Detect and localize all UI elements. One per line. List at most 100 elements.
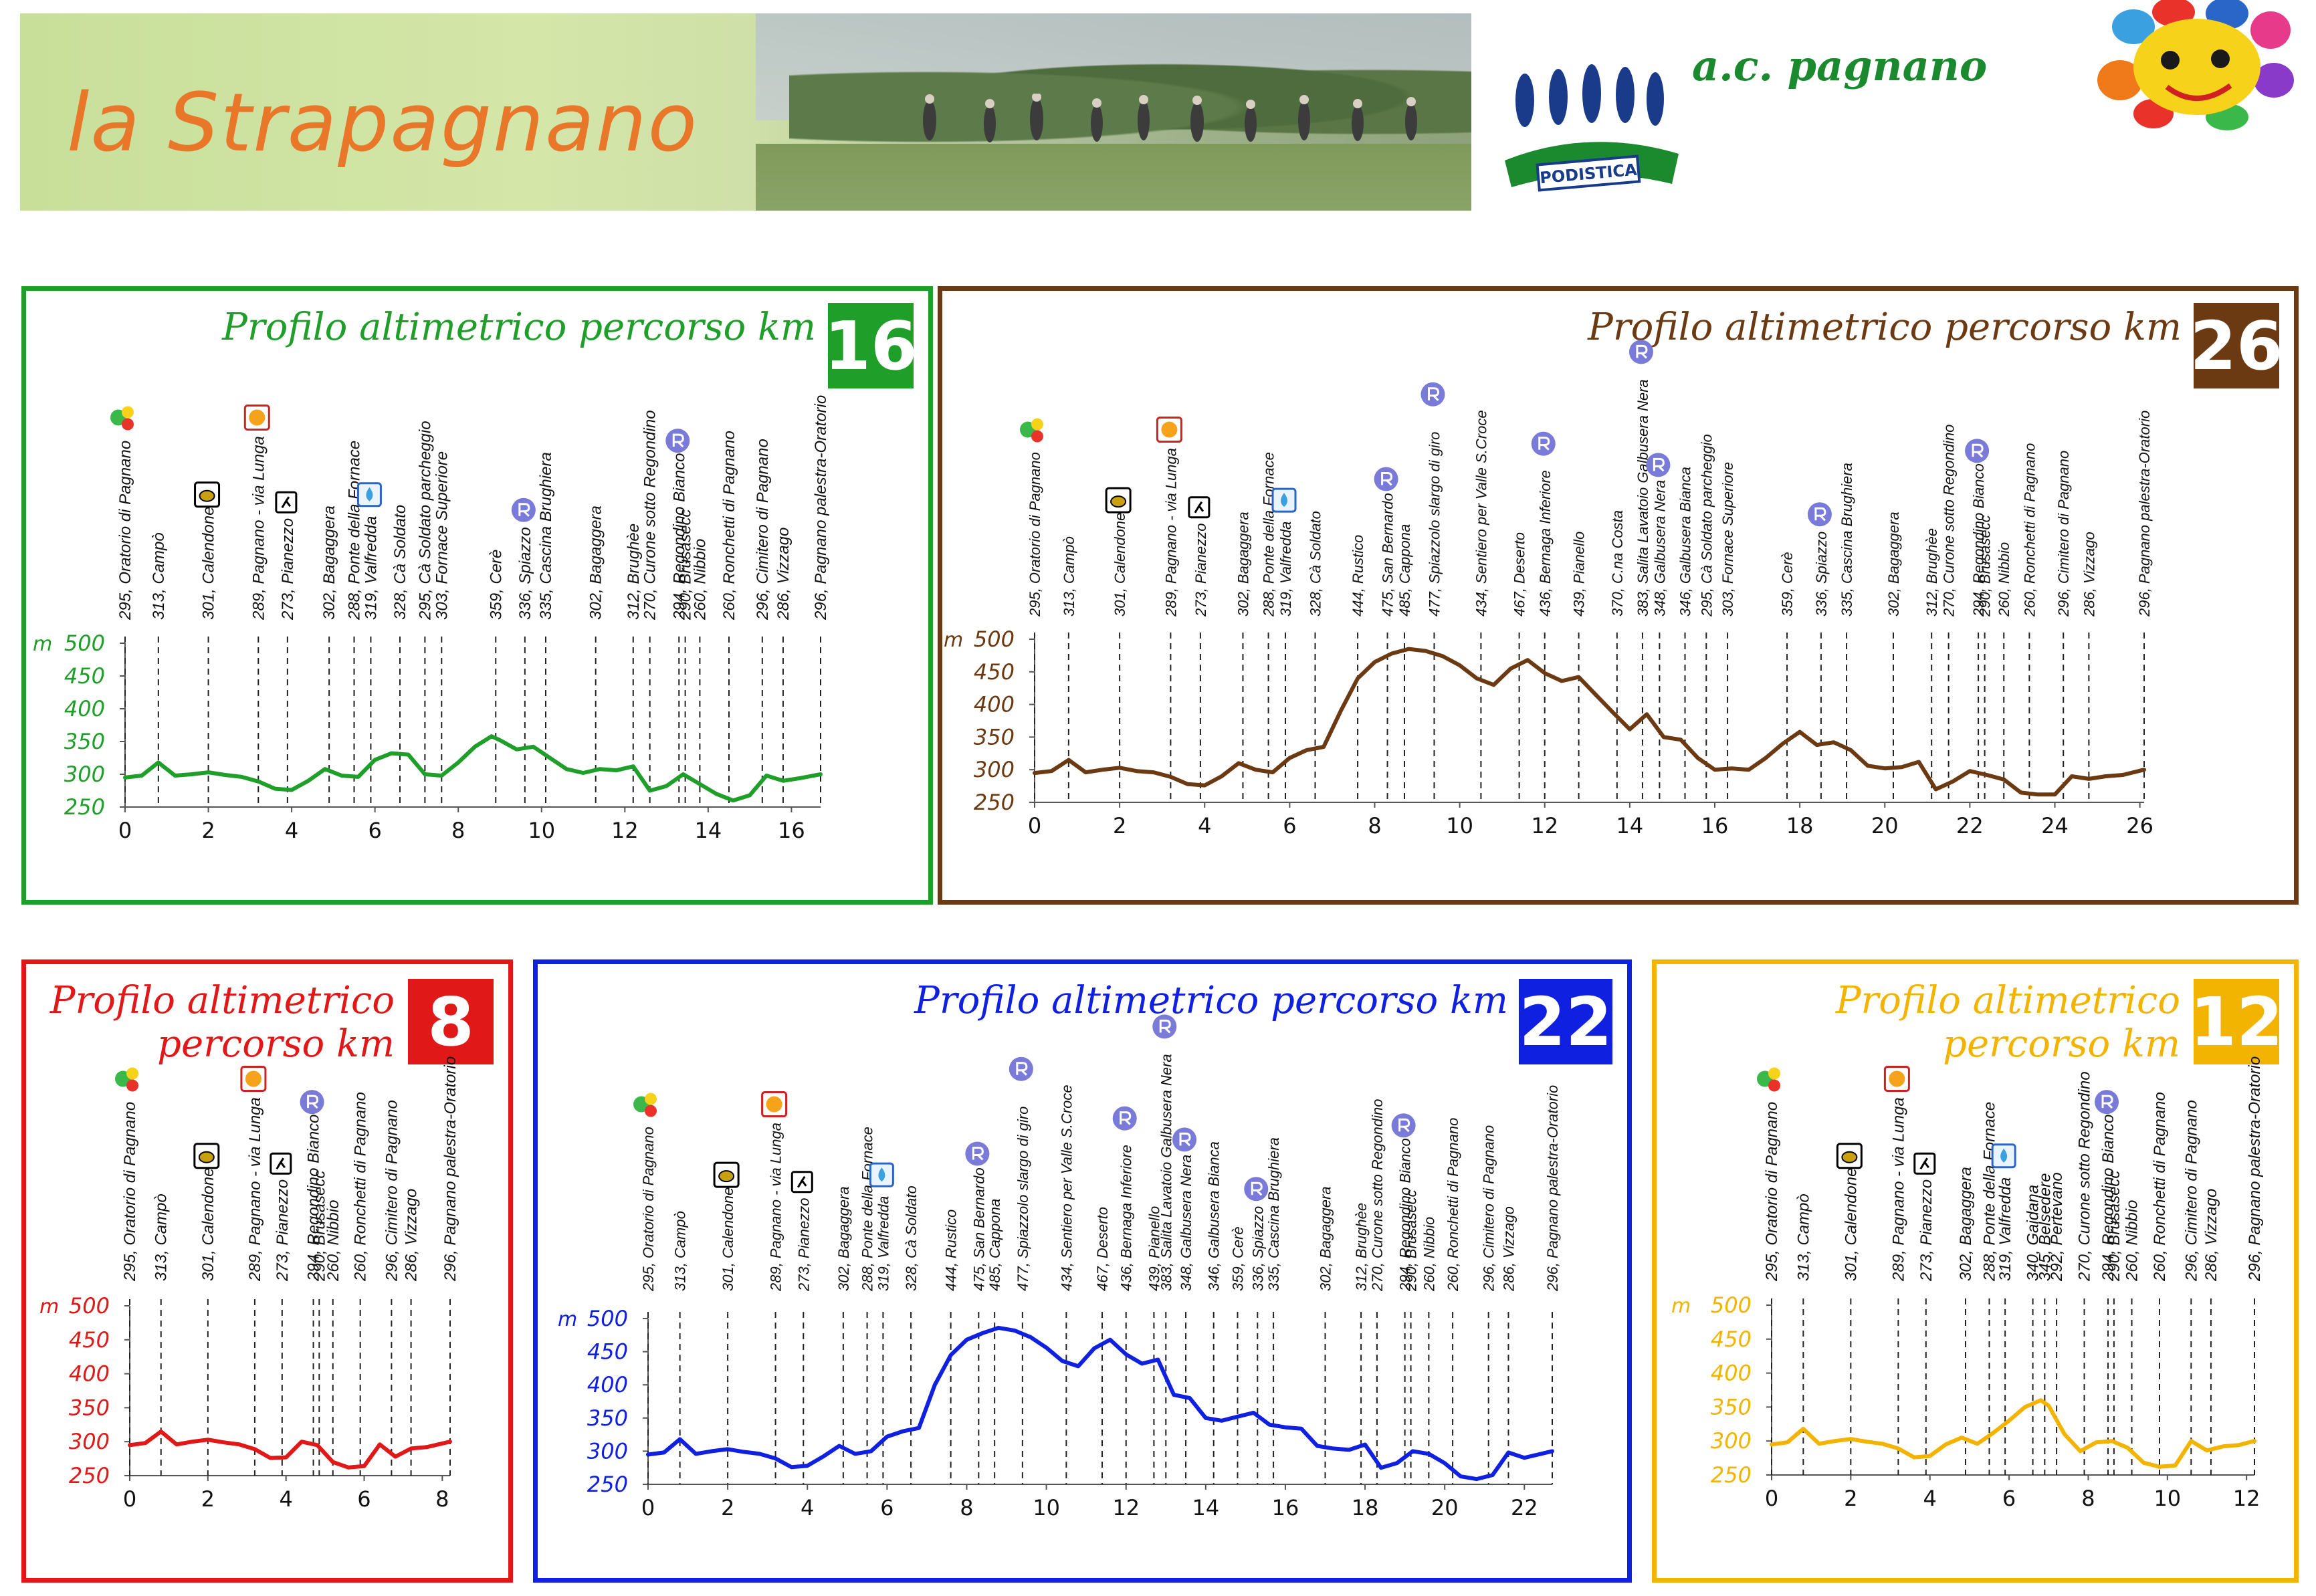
- waypoint-label: 434, Sentiero per Valle S.Croce: [1058, 1085, 1075, 1291]
- x-tick-label: 8: [1368, 813, 1381, 838]
- waypoint-label: 383, Salita Lavatoio Galbusera Nera: [1635, 379, 1651, 616]
- waypoint-label: 270, Curone sotto Regondino: [1941, 425, 1958, 617]
- refreshment-icon-letter: [1251, 1181, 1263, 1196]
- waypoint-label: 296, Cimitero di Pagnano: [2055, 451, 2072, 617]
- y-tick-label: 500: [974, 626, 1015, 652]
- elevation-series-line: [646, 1325, 1554, 1482]
- x-tick-label: 8: [451, 818, 465, 843]
- x-tick-label: 14: [1616, 813, 1644, 838]
- waypoint-label: 467, Deserto: [1511, 532, 1528, 616]
- chart-panel-8km: Profilo altimetrico percorso km 8 500 450…: [21, 959, 513, 1583]
- waypoint-label: 295, Cà Soldato parcheggio: [416, 421, 434, 620]
- waypoint-label: 444, Rustico: [1350, 535, 1366, 616]
- page-title: la Strapagnano: [67, 77, 699, 170]
- elevation-chart: 500 450 400 350 300 250 m 0 2 4 6 8 10 12 14 16 295, Ora…: [33, 395, 830, 843]
- x-tick-label: 22: [1956, 813, 1984, 838]
- y-tick-label: 400: [1711, 1361, 1752, 1386]
- x-tick-label: 12: [611, 818, 639, 843]
- y-axis-label: m: [558, 1308, 577, 1331]
- chart-title-line-1: Profilo altimetrico: [49, 979, 395, 1022]
- refreshment-icon-letter: [1398, 1118, 1410, 1133]
- waypoint-label: 260, Ronchetti di Pagnano: [720, 431, 738, 620]
- refreshment-icon: [1172, 1127, 1197, 1152]
- refreshment-icon-letter: [1179, 1132, 1191, 1147]
- waypoint-label: 383, Salita Lavatoio Galbusera Nera: [1158, 1054, 1174, 1291]
- x-tick-label: 22: [1511, 1495, 1538, 1520]
- refreshment-icon-letter: [2101, 1095, 2113, 1109]
- waypoint-label: 336, Spiazzo: [1813, 532, 1830, 616]
- x-tick-label: 18: [1352, 1495, 1379, 1520]
- chart-title: Profilo altimetrico percorso km: [1836, 979, 2180, 1066]
- waypoint-label: 302, Bagaggera: [1957, 1167, 1975, 1281]
- runner-icon-figure: [276, 1157, 286, 1170]
- x-tick-label: 16: [1701, 813, 1729, 838]
- start-logo-icon-part: [1031, 418, 1043, 431]
- waypoint-label: 260, Ronchetti di Pagnano: [1445, 1118, 1461, 1292]
- waypoint-label: 296, Cimitero di Pagnano: [2182, 1100, 2200, 1282]
- waypoint-label: 286, Vizzago: [403, 1189, 421, 1282]
- x-tick-label: 6: [357, 1486, 371, 1512]
- waypoint-label: 328, Cà Soldato: [903, 1185, 920, 1291]
- waypoint-label: 296, Pagnano palestra-Oratorio: [2246, 1056, 2264, 1282]
- x-tick-label: 26: [2126, 813, 2153, 838]
- start-logo-icon: [1020, 418, 1043, 443]
- x-tick-label: 12: [1112, 1495, 1140, 1520]
- waypoint-label: 288, Ponte della Fornace: [859, 1127, 876, 1292]
- bee-icon-body: [1110, 495, 1127, 508]
- x-tick-label: 10: [1033, 1495, 1060, 1520]
- waypoint-label: 434, Sentiero per Valle S.Croce: [1473, 410, 1489, 616]
- runner-icon: [1188, 496, 1210, 519]
- waypoint-label: 286, Vizzago: [1500, 1206, 1517, 1292]
- flower-icon: [761, 1091, 788, 1118]
- waypoint-label: 286, Vizzago: [774, 528, 793, 620]
- runner-icon: [270, 1152, 292, 1175]
- y-tick-label: 450: [69, 1327, 110, 1353]
- x-tick-label: 6: [2002, 1486, 2016, 1511]
- x-tick-label: 4: [1923, 1486, 1937, 1511]
- chart-badge: 12: [2190, 979, 2283, 1064]
- waypoint-label: 290, Brusasecc: [2105, 1171, 2123, 1282]
- y-tick-label: 500: [587, 1306, 628, 1331]
- waypoint-label: 340, Gaidana: [2024, 1185, 2042, 1281]
- chart-badge: 22: [1519, 979, 1612, 1064]
- refreshment-icon: [1531, 431, 1556, 456]
- x-tick-label: 18: [1786, 813, 1814, 838]
- refreshment-icon: [1807, 502, 1832, 527]
- waypoint-label: 301, Calendone: [1112, 513, 1128, 616]
- runner-icon: [1913, 1152, 1936, 1175]
- y-tick-label: 450: [974, 659, 1015, 685]
- waypoint-label: 295, Oratorio di Pagnano: [116, 441, 134, 620]
- waypoint-label: 335, Cascina Brughiera: [1838, 463, 1855, 616]
- y-tick-label: 350: [1711, 1394, 1752, 1419]
- waypoint-label: 328, Cà Soldato: [1307, 511, 1324, 616]
- refreshment-icon: [1628, 340, 1653, 364]
- waypoint-label: 302, Bagaggera: [1235, 511, 1251, 616]
- x-tick-label: 2: [201, 1486, 215, 1512]
- elevation-chart: 500 450 400 350 300 250 m 0 2 4 6 8 10 12 295, Oratori…: [1671, 1056, 2264, 1511]
- waypoint-label: 335, Cascina Brughiera: [1265, 1137, 1282, 1291]
- chart-panel-22km: Profilo altimetrico percorso km 22 500 45…: [533, 959, 1632, 1583]
- refreshment-icon-circle: [665, 429, 690, 453]
- refreshment-icon-circle: [1646, 453, 1671, 477]
- refreshment-icon: [1374, 467, 1398, 491]
- refreshment-icon-letter: [1016, 1062, 1028, 1076]
- y-tick-label: 500: [1711, 1292, 1752, 1318]
- y-tick-label: 350: [587, 1405, 628, 1431]
- refreshment-icon-letter: [972, 1146, 984, 1161]
- waypoint-label: 346, Galbusera Bianca: [1677, 467, 1694, 616]
- waypoint-label: 302, Bagaggera: [1318, 1186, 1334, 1291]
- waypoint-label: 485, Cappona: [1396, 524, 1413, 616]
- waypoint-label: 296, Pagnano palestra-Oratorio: [2136, 411, 2153, 617]
- elevation-chart: 500 450 400 350 300 250 m 0 2 4 6 8 295, Oratorio di…: [39, 1056, 459, 1512]
- start-logo-icon-part: [1768, 1067, 1780, 1080]
- refreshment-icon: [511, 497, 536, 522]
- x-tick-label: 6: [368, 818, 381, 843]
- refreshment-icon-letter: [1653, 457, 1665, 472]
- x-tick-label: 8: [2081, 1486, 2095, 1511]
- waypoint-label: 302, Bagaggera: [835, 1186, 852, 1291]
- chart-title: Profilo altimetrico percorso km: [914, 979, 1508, 1022]
- x-tick-label: 20: [1871, 813, 1899, 838]
- refreshment-icon-letter: [307, 1095, 319, 1109]
- start-logo-icon-part: [645, 1093, 657, 1105]
- waypoint-label: 270, Curone sotto Regondino: [641, 410, 659, 620]
